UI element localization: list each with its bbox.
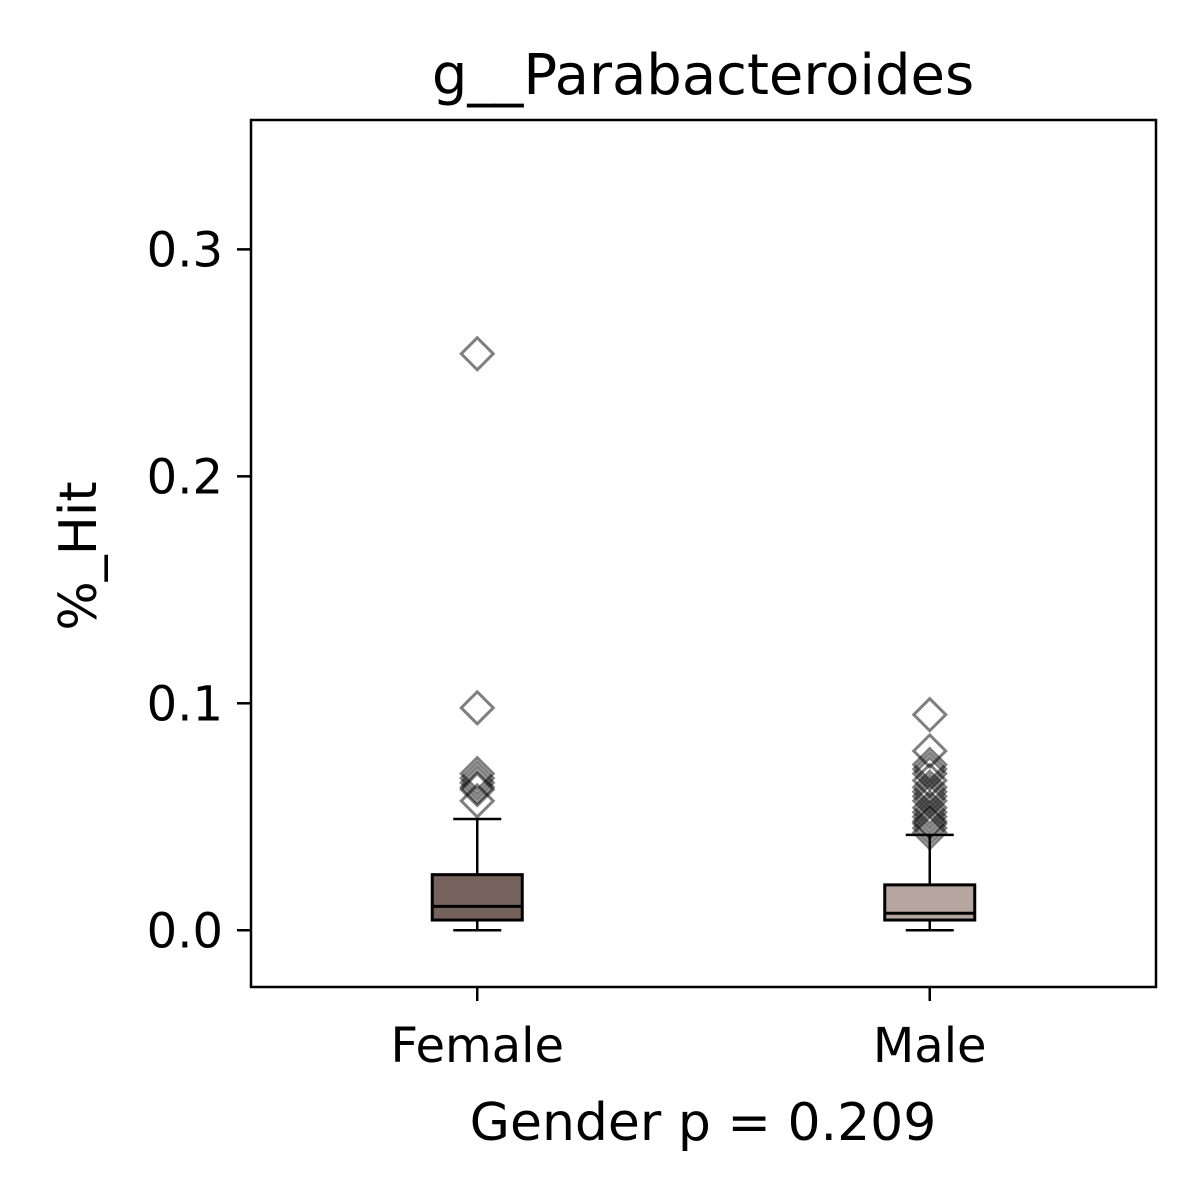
outlier-point xyxy=(911,732,948,770)
iqr-box xyxy=(883,883,977,922)
outlier-point xyxy=(911,798,948,835)
outlier-point xyxy=(911,810,948,847)
y-axis: 0.0 0.1 0.2 0.3 xyxy=(147,222,251,959)
outlier-point xyxy=(911,805,948,842)
x-tick-label-female: Female xyxy=(390,1018,564,1074)
box-male xyxy=(883,696,977,932)
outlier-point xyxy=(459,689,496,726)
y-tick-label: 0.0 xyxy=(147,903,223,959)
outlier-point xyxy=(911,814,948,851)
y-axis-label: %_Hit xyxy=(49,481,109,630)
outlier-point xyxy=(459,771,496,808)
outlier-point xyxy=(911,696,948,733)
box-female xyxy=(430,335,524,932)
outlier-point xyxy=(459,760,496,797)
outlier-point xyxy=(459,335,496,372)
y-tick-label: 0.3 xyxy=(147,222,223,278)
iqr-box xyxy=(430,873,524,922)
x-tick-label-male: Male xyxy=(873,1018,987,1074)
outlier-point xyxy=(459,755,496,792)
plot-marks xyxy=(430,335,977,932)
y-tick-label: 0.1 xyxy=(147,676,223,732)
outlier-point xyxy=(911,789,948,826)
x-axis: Female Male xyxy=(390,987,987,1074)
chart-title: g__Parabacteroides xyxy=(432,43,974,108)
x-axis-label: Gender p = 0.209 xyxy=(470,1093,937,1153)
outlier-point xyxy=(911,794,948,831)
y-tick-label: 0.2 xyxy=(147,449,223,505)
outlier-point xyxy=(459,782,496,820)
outlier-point xyxy=(911,803,948,840)
outlier-point xyxy=(459,764,496,801)
plot-area-frame xyxy=(249,118,1158,989)
outlier-point xyxy=(459,769,496,806)
